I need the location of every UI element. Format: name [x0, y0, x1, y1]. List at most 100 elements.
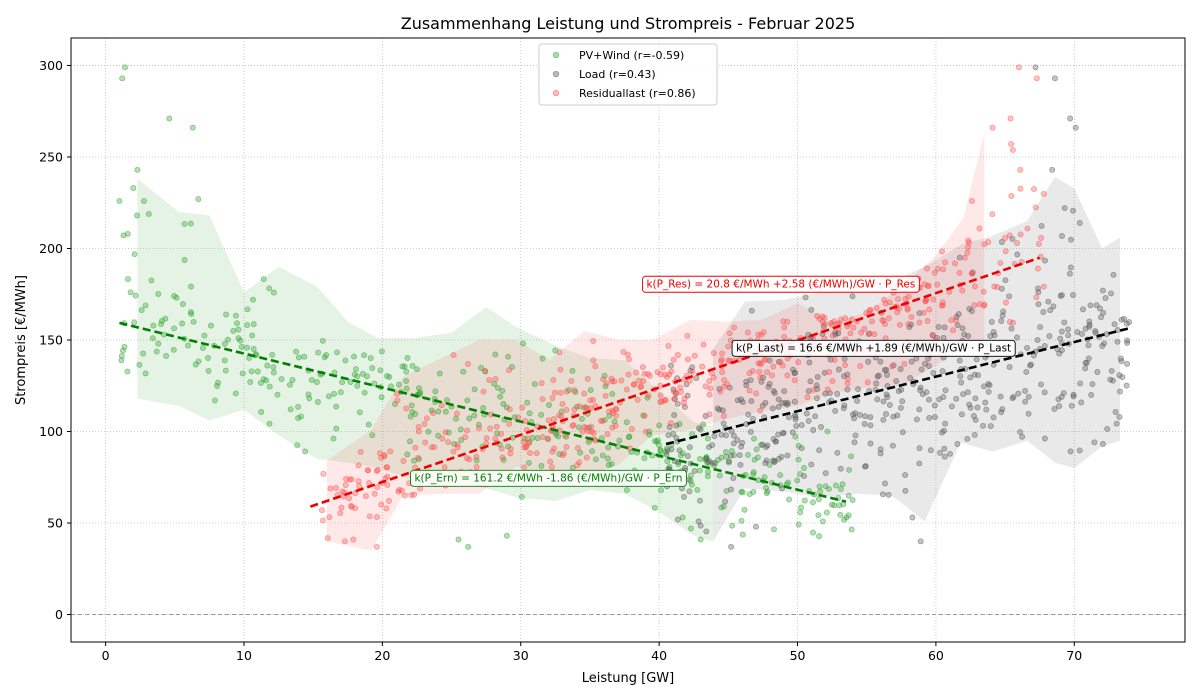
data-point [238, 343, 245, 350]
data-point [250, 296, 256, 303]
data-point [832, 407, 839, 414]
data-point [444, 397, 450, 404]
data-point [1008, 325, 1015, 332]
data-point [895, 388, 902, 395]
data-point [521, 464, 527, 471]
data-point [337, 389, 344, 396]
data-point [574, 462, 581, 469]
data-point [553, 431, 560, 438]
data-point [361, 389, 368, 396]
data-point [849, 293, 856, 300]
data-point [295, 415, 302, 422]
data-point [781, 333, 788, 340]
data-point [961, 254, 968, 261]
data-point [480, 388, 487, 395]
data-point [211, 397, 218, 404]
data-point [371, 380, 378, 387]
data-point [401, 492, 408, 499]
data-point [1032, 204, 1039, 211]
data-point [498, 445, 505, 452]
data-point [1056, 403, 1063, 410]
data-point [492, 376, 499, 382]
data-point [845, 512, 852, 519]
data-point [926, 396, 932, 403]
data-point [722, 498, 729, 505]
data-point [293, 348, 300, 355]
data-point [244, 344, 250, 351]
data-point [766, 380, 773, 387]
data-point [1065, 332, 1072, 339]
data-point [869, 318, 876, 325]
data-point [1061, 319, 1068, 326]
data-point [801, 473, 807, 479]
data-point [494, 384, 501, 391]
data-point [295, 354, 302, 361]
data-point [326, 514, 333, 521]
data-point [1042, 257, 1048, 264]
data-point [266, 420, 273, 427]
data-point [999, 406, 1006, 413]
data-point [794, 477, 801, 484]
data-point [716, 472, 723, 479]
y-tick-label: 300 [39, 58, 63, 73]
data-point [138, 307, 145, 314]
data-point [814, 373, 821, 380]
regression-label-text: k(P_Last) = 16.6 €/MWh +1.89 (€/MWh)/GW … [736, 342, 1011, 354]
data-point [404, 355, 411, 361]
data-point [839, 481, 846, 488]
data-point [205, 367, 212, 374]
data-point [480, 405, 487, 411]
data-point [524, 399, 531, 406]
data-point [935, 265, 941, 272]
data-point [1070, 393, 1077, 400]
data-point [235, 326, 242, 333]
data-point [207, 322, 214, 329]
data-point [985, 388, 992, 395]
data-point [1025, 393, 1032, 400]
data-point [960, 391, 967, 398]
data-point [791, 377, 798, 384]
data-point [1008, 192, 1015, 199]
data-point [604, 431, 611, 438]
data-point [815, 512, 822, 519]
data-point [815, 496, 822, 503]
data-point [831, 318, 838, 325]
data-point [438, 402, 445, 409]
data-point [381, 453, 388, 460]
y-tick-label: 200 [39, 241, 63, 256]
data-point [557, 389, 564, 396]
data-point [116, 197, 123, 204]
data-point [907, 375, 914, 381]
data-point [706, 377, 713, 384]
data-point [968, 308, 975, 314]
data-point [455, 536, 462, 543]
data-point [822, 470, 829, 477]
data-point [779, 362, 786, 369]
data-point [665, 343, 672, 349]
data-point [683, 381, 690, 388]
data-point [837, 486, 844, 492]
data-point [725, 343, 732, 350]
data-point [576, 403, 583, 410]
data-point [734, 397, 741, 404]
data-point [939, 368, 946, 375]
data-point [764, 369, 771, 376]
data-point [170, 346, 177, 353]
data-point [559, 452, 566, 459]
data-point [896, 321, 903, 328]
data-point [956, 269, 963, 276]
data-point [550, 377, 557, 384]
data-point [677, 384, 684, 391]
data-point [545, 417, 552, 424]
data-point [187, 220, 194, 227]
data-point [802, 294, 809, 301]
data-point [854, 397, 861, 404]
data-point [181, 257, 188, 263]
data-point [453, 410, 460, 417]
data-point [333, 425, 340, 432]
data-point [506, 406, 513, 413]
data-point [158, 321, 164, 328]
data-point [880, 416, 887, 423]
data-point [1017, 231, 1024, 238]
data-point [871, 331, 878, 338]
